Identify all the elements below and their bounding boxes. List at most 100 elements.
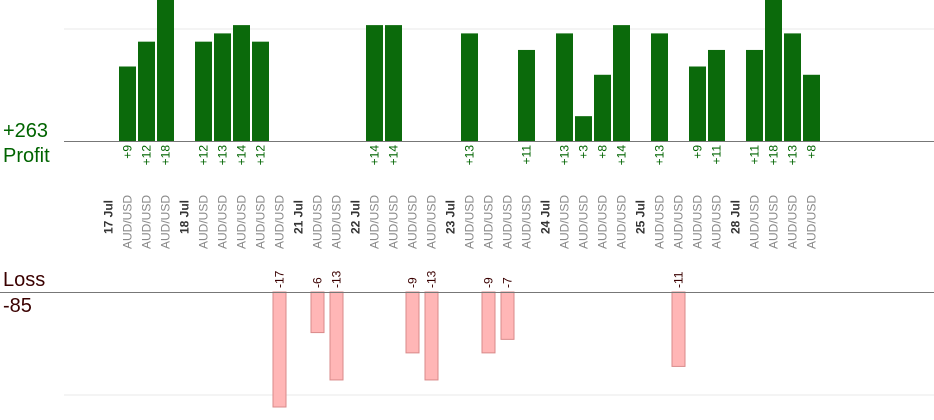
profit-value-label: +14 — [615, 145, 629, 166]
pair-label: AUD/USD — [311, 195, 325, 249]
profit-bar — [746, 49, 763, 141]
pair-label: AUD/USD — [805, 195, 819, 249]
pair-label: AUD/USD — [368, 195, 382, 249]
pair-label: AUD/USD — [425, 195, 439, 249]
profit-bar — [233, 25, 250, 141]
pair-label: AUD/USD — [748, 195, 762, 249]
profit-bar — [214, 33, 231, 142]
pair-label: AUD/USD — [786, 195, 800, 249]
profit-bar — [252, 41, 269, 141]
profit-value-label: +12 — [254, 145, 268, 166]
loss-value-label: -9 — [406, 277, 420, 288]
pair-label: AUD/USD — [387, 195, 401, 249]
profit-value-label: +13 — [653, 145, 667, 166]
loss-bar — [671, 291, 686, 367]
loss-bar — [310, 291, 325, 334]
loss-bar — [272, 291, 287, 408]
profit-value-label: +13 — [786, 145, 800, 166]
pair-label: AUD/USD — [691, 195, 705, 249]
profit-value-label: +12 — [140, 145, 154, 166]
pair-label: AUD/USD — [615, 195, 629, 249]
profit-bar — [594, 74, 611, 141]
pair-label: AUD/USD — [197, 195, 211, 249]
date-label: 18 Jul — [178, 200, 192, 234]
pair-label: AUD/USD — [520, 195, 534, 249]
date-label: 24 Jul — [539, 200, 553, 234]
pair-label: AUD/USD — [767, 195, 781, 249]
profit-value-label: +14 — [368, 145, 382, 166]
profit-value-label: +14 — [387, 145, 401, 166]
pair-label: AUD/USD — [501, 195, 515, 249]
profit-bar — [138, 41, 155, 141]
profit-value-label: +9 — [121, 145, 135, 159]
profit-value-label: +13 — [463, 145, 477, 166]
pair-label: AUD/USD — [140, 195, 154, 249]
pair-label: AUD/USD — [273, 195, 287, 249]
date-label: 28 Jul — [729, 200, 743, 234]
pair-label: AUD/USD — [653, 195, 667, 249]
pair-label: AUD/USD — [482, 195, 496, 249]
profit-bar — [518, 49, 535, 141]
pair-label: AUD/USD — [235, 195, 249, 249]
profit-value-label: +13 — [216, 145, 230, 166]
date-label: 21 Jul — [292, 200, 306, 234]
profit-bar — [157, 0, 174, 141]
profit-bar — [119, 66, 136, 141]
profit-label: Profit — [3, 145, 50, 167]
pair-label: AUD/USD — [216, 195, 230, 249]
loss-total: -85 — [3, 295, 32, 317]
date-label: 22 Jul — [349, 200, 363, 234]
profit-value-label: +11 — [520, 145, 534, 165]
loss-value-label: -13 — [425, 270, 439, 288]
loss-value-label: -9 — [482, 277, 496, 288]
loss-value-label: -6 — [311, 277, 325, 288]
profit-bar — [385, 25, 402, 141]
date-label: 23 Jul — [444, 200, 458, 234]
profit-value-label: +11 — [710, 145, 724, 165]
profit-bar — [195, 41, 212, 141]
loss-label: Loss — [3, 269, 46, 291]
profit-value-label: +8 — [805, 145, 819, 159]
profit-bar — [651, 33, 668, 142]
profit-bar — [765, 0, 782, 141]
pair-label: AUD/USD — [596, 195, 610, 249]
pair-label: AUD/USD — [672, 195, 686, 249]
pair-label: AUD/USD — [159, 195, 173, 249]
profit-bar — [803, 74, 820, 141]
profit-bar — [689, 66, 706, 141]
loss-bar — [405, 291, 420, 354]
loss-bar — [329, 291, 344, 381]
pair-label: AUD/USD — [463, 195, 477, 249]
profit-value-label: +8 — [596, 145, 610, 159]
profit-value-label: +9 — [691, 145, 705, 159]
pair-label: AUD/USD — [558, 195, 572, 249]
profit-bar — [708, 49, 725, 141]
loss-bar — [500, 291, 515, 340]
profit-bar — [613, 25, 630, 141]
profit-bar — [556, 33, 573, 142]
loss-bar — [481, 291, 496, 354]
pair-label: AUD/USD — [330, 195, 344, 249]
profit-value-label: +18 — [767, 145, 781, 166]
profit-value-label: +14 — [235, 145, 249, 166]
loss-bar — [424, 291, 439, 381]
profit-bar — [461, 33, 478, 142]
pair-label: AUD/USD — [254, 195, 268, 249]
profit-total: +263 — [3, 120, 49, 142]
loss-value-label: -17 — [273, 270, 287, 288]
profit-bar — [366, 25, 383, 141]
profit-value-label: +11 — [748, 145, 762, 165]
pair-label: AUD/USD — [121, 195, 135, 249]
loss-value-label: -7 — [501, 277, 515, 288]
profit-value-label: +13 — [558, 145, 572, 166]
pair-label: AUD/USD — [577, 195, 591, 249]
profit-value-label: +18 — [159, 145, 173, 166]
date-label: 17 Jul — [102, 200, 116, 234]
profit-value-label: +3 — [577, 145, 591, 159]
profit-bar — [575, 116, 592, 141]
loss-value-label: -11 — [672, 271, 686, 288]
pair-label: AUD/USD — [406, 195, 420, 249]
date-label: 25 Jul — [634, 200, 648, 234]
profit-value-label: +12 — [197, 145, 211, 166]
